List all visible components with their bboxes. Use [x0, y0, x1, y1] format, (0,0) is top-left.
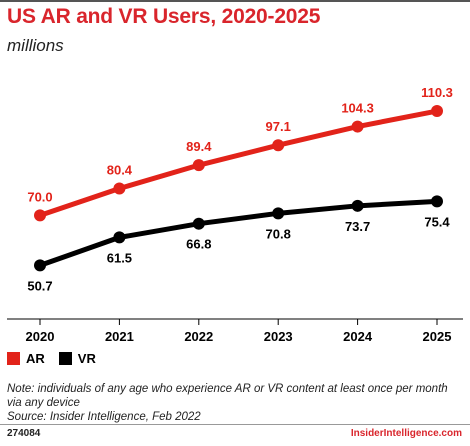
data-point-ar-2022	[192, 159, 205, 172]
legend-item-ar: AR	[7, 351, 45, 366]
data-label-ar-2021: 80.4	[107, 162, 133, 177]
data-label-vr-2025: 75.4	[424, 214, 450, 229]
series-line-vr	[37, 198, 440, 268]
data-label-ar-2023: 97.1	[266, 119, 291, 134]
top-rule	[0, 0, 470, 2]
data-point-vr-2023	[272, 207, 285, 220]
data-point-vr-2020	[34, 259, 46, 272]
chart-title: US AR and VR Users, 2020-2025	[7, 5, 321, 28]
data-label-vr-2024: 73.7	[345, 219, 370, 234]
legend-label-vr: VR	[77, 350, 96, 366]
data-label-ar-2020: 70.0	[27, 189, 52, 204]
legend-swatch-ar	[7, 351, 20, 365]
data-point-vr-2025	[431, 195, 443, 208]
x-tick-label-2022: 2022	[184, 329, 213, 344]
x-tick-label-2021: 2021	[105, 329, 134, 344]
data-point-ar-2023	[272, 139, 285, 152]
x-tick-label-2025: 2025	[423, 329, 452, 344]
x-tick-label-2024: 2024	[343, 329, 373, 344]
data-label-vr-2023: 70.8	[266, 226, 291, 241]
data-point-ar-2024	[351, 120, 364, 133]
legend-item-vr: VR	[58, 350, 96, 366]
data-label-vr-2021: 61.5	[107, 250, 132, 265]
brand-link[interactable]: InsiderIntelligence.com	[350, 428, 462, 439]
data-point-vr-2021	[113, 231, 126, 244]
data-label-ar-2025: 110.3	[421, 85, 453, 100]
x-tick-label-2023: 2023	[264, 329, 293, 344]
data-point-vr-2022	[192, 217, 205, 230]
chart-subtitle: millions	[7, 36, 64, 55]
data-point-ar-2021	[113, 182, 126, 195]
data-label-ar-2022: 89.4	[186, 139, 212, 154]
note-text: Note: individuals of any age who experie…	[7, 383, 448, 409]
data-label-vr-2020: 50.7	[27, 278, 52, 293]
bottom-rule	[0, 424, 470, 425]
legend: AR VR	[7, 350, 110, 366]
legend-swatch-vr	[58, 351, 72, 365]
chart-id: 274084	[7, 428, 41, 439]
data-point-ar-2025	[431, 105, 443, 118]
footnote: Note: individuals of any age who experie…	[7, 382, 463, 424]
source-text: Source: Insider Intelligence, Feb 2022	[7, 411, 201, 423]
data-point-ar-2020	[34, 209, 46, 222]
data-label-ar-2024: 104.3	[341, 101, 374, 116]
data-point-vr-2024	[351, 199, 364, 212]
data-label-vr-2022: 66.8	[186, 237, 211, 252]
x-tick-label-2020: 2020	[26, 329, 55, 344]
legend-label-ar: AR	[26, 350, 45, 366]
series-line-ar	[37, 108, 440, 218]
